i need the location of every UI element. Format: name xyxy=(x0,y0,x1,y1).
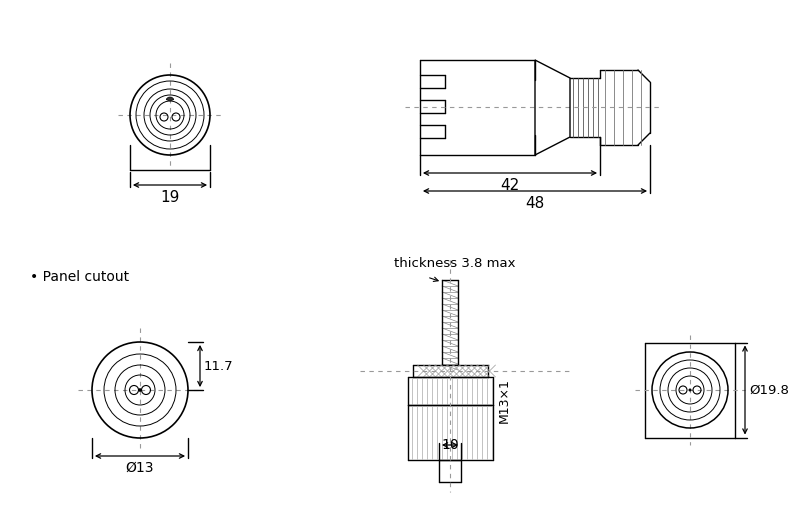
Text: 48: 48 xyxy=(526,196,545,211)
Text: Ø19.8: Ø19.8 xyxy=(749,383,789,396)
Text: 10: 10 xyxy=(441,438,459,452)
Circle shape xyxy=(138,388,142,392)
Text: 11.7: 11.7 xyxy=(204,359,234,373)
Circle shape xyxy=(689,389,691,392)
Wedge shape xyxy=(166,97,174,101)
Text: Ø13: Ø13 xyxy=(126,461,154,475)
Text: 42: 42 xyxy=(500,178,520,193)
Text: M13×1: M13×1 xyxy=(498,379,510,424)
Text: 19: 19 xyxy=(160,190,180,205)
Text: thickness 3.8 max: thickness 3.8 max xyxy=(394,257,516,270)
Text: • Panel cutout: • Panel cutout xyxy=(30,270,129,284)
